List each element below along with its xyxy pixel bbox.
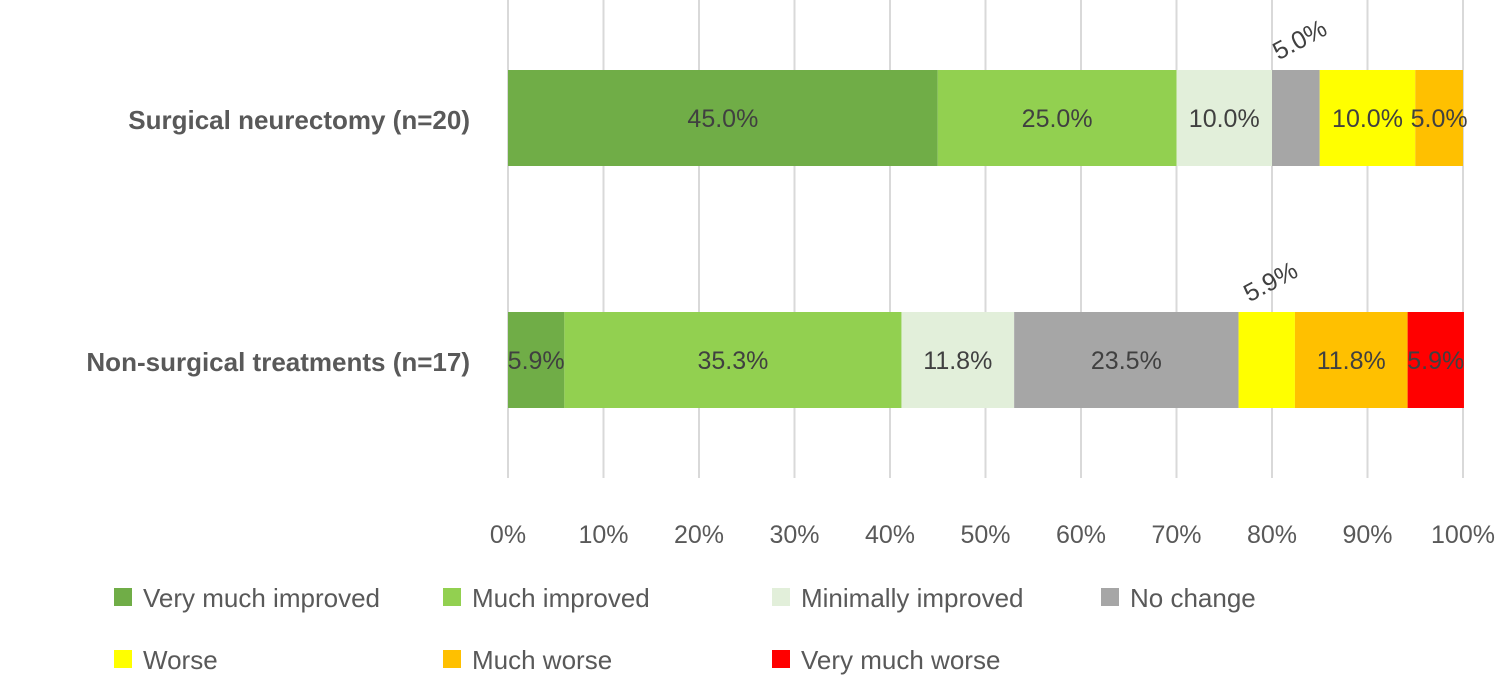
data-label: 35.3% [697,347,768,375]
legend-label: Very much improved [143,583,380,613]
x-tick-label: 70% [1151,521,1201,549]
data-label: 10.0% [1189,105,1260,133]
data-label: 5.0% [1268,14,1331,65]
x-tick-label: 50% [960,521,1010,549]
category-labels: Surgical neurectomy (n=20) Non-surgical t… [86,105,470,377]
legend-item: Minimally improved [772,583,1024,613]
bar-segment [1238,312,1295,408]
legend-item: No change [1101,583,1256,613]
bar-segment [1294,312,1408,408]
bar-segment [508,312,565,408]
legend-swatch [1101,588,1119,606]
data-label: 23.5% [1091,347,1162,375]
legend-label: Much worse [472,645,612,675]
x-tick-label: 100% [1431,521,1495,549]
legend: Very much improved Much improved Minimally… [114,583,1256,675]
legend-label: No change [1130,583,1256,613]
x-axis-ticks: 0% 10% 20% 30% 40% 50% 60% 70% 80% 90% 100% [490,521,1495,549]
bar-segment [1176,70,1272,166]
legend-label: Worse [143,645,218,675]
x-tick-label: 10% [578,521,628,549]
x-tick-label: 90% [1342,521,1392,549]
legend-swatch [772,588,790,606]
bar-segment [1272,70,1320,166]
bar-segment [564,312,902,408]
bars [508,70,1464,408]
data-label: 5.9% [1407,347,1464,375]
x-tick-label: 80% [1247,521,1297,549]
bar-segment [1415,70,1463,166]
legend-item: Much improved [443,583,650,613]
data-label: 11.8% [1317,347,1386,375]
x-tick-label: 0% [490,521,526,549]
bar-segment [1014,312,1239,408]
bar-segment [1407,312,1464,408]
x-tick-label: 60% [1056,521,1106,549]
category-label: Non-surgical treatments (n=17) [86,347,470,377]
data-label: 5.0% [1411,105,1468,133]
legend-swatch [114,588,132,606]
legend-label: Much improved [472,583,650,613]
legend-item: Very much improved [114,583,380,613]
legend-swatch [772,650,790,668]
bar-segment [1319,70,1416,166]
legend-label: Very much worse [801,645,1000,675]
data-label: 5.9% [1239,256,1302,307]
bar-segment [937,70,1177,166]
legend-label: Minimally improved [801,583,1024,613]
legend-swatch [443,588,461,606]
bar-segment [901,312,1015,408]
x-tick-label: 30% [769,521,819,549]
data-label: 45.0% [687,105,758,133]
data-label: 11.8% [923,347,992,375]
legend-swatch [443,650,461,668]
bar-segment [508,70,938,166]
data-label: 10.0% [1332,105,1403,133]
category-label: Surgical neurectomy (n=20) [128,105,470,135]
data-label: 5.9% [508,347,565,375]
legend-swatch [114,650,132,668]
legend-item: Worse [114,645,218,675]
data-label: 25.0% [1022,105,1093,133]
x-tick-label: 40% [865,521,915,549]
legend-item: Much worse [443,645,612,675]
x-tick-label: 20% [674,521,724,549]
legend-item: Very much worse [772,645,1000,675]
